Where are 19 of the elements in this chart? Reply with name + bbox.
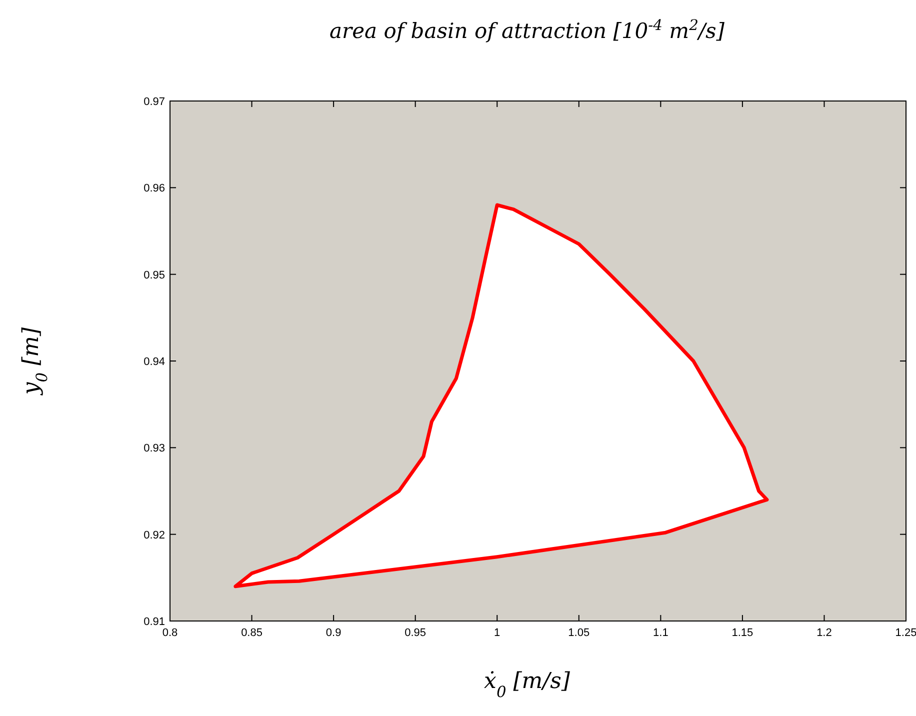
y-tick-label: 0.91	[144, 616, 165, 628]
x-tick-label: 0.95	[404, 627, 426, 639]
y-tick-label: 0.92	[144, 529, 165, 542]
x-tick-label: 1.2	[816, 627, 832, 639]
x-tick-label: 1.05	[568, 627, 590, 639]
x-tick-label: 0.85	[241, 627, 262, 639]
y-tick-label: 0.94	[144, 356, 165, 368]
x-tick-label: 1.1	[653, 627, 668, 639]
y-tick-label: 0.95	[144, 269, 165, 282]
x-tick-label: 0.9	[326, 627, 342, 639]
chart-title: area of basin of attraction [10$^{-4}$ m$^{2}$/s]	[330, 16, 726, 43]
x-tick-label: 1.25	[895, 627, 916, 639]
x-tick-label: 0.8	[162, 627, 178, 639]
x-tick-label: 1	[494, 627, 500, 639]
y-tick-label: 0.97	[144, 96, 165, 108]
y-tick-label: 0.93	[144, 442, 165, 455]
x-tick-label: 1.15	[732, 627, 754, 639]
x-axis-title: ẋ$_{0}$ [m/s]	[484, 669, 570, 701]
y-tick-label: 0.96	[144, 182, 165, 195]
